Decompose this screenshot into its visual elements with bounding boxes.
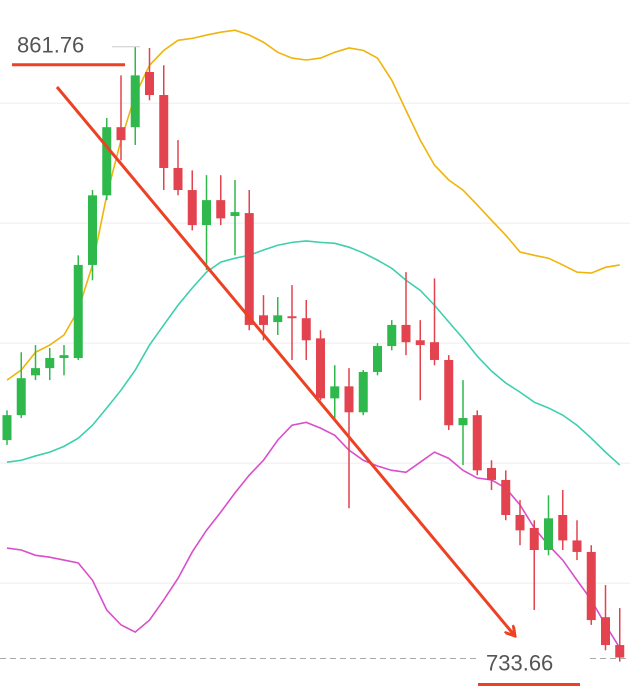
candle-body: [130, 75, 140, 128]
candle-body: [45, 358, 55, 369]
candle-body: [572, 540, 582, 552]
candle-body: [458, 418, 468, 426]
candle-body: [145, 71, 154, 96]
candle-body: [558, 514, 568, 541]
candle-body: [244, 213, 254, 325]
candle-body: [529, 527, 539, 551]
candle-body: [73, 264, 83, 359]
candle-body: [387, 324, 397, 347]
high-label: 861.76: [17, 33, 84, 58]
low-label: 733.66: [486, 650, 553, 675]
candle-body: [102, 127, 112, 196]
candle-body: [116, 127, 126, 141]
band-line: [6, 29, 620, 381]
candle-body: [415, 340, 425, 346]
candle-body: [330, 386, 340, 399]
candle-body: [88, 195, 97, 265]
candle-body: [586, 551, 596, 621]
candle-body: [173, 167, 183, 191]
candle-body: [287, 316, 297, 319]
band-line: [6, 421, 621, 649]
candle-body: [31, 368, 40, 376]
candle-body: [487, 467, 496, 480]
candle-body: [230, 212, 240, 216]
candle-body: [16, 378, 26, 416]
candle-body: [615, 645, 625, 658]
candle-body: [216, 200, 226, 219]
candle-body: [501, 479, 511, 515]
candle-body: [401, 324, 411, 343]
candle-body: [444, 359, 454, 426]
candle-body: [344, 386, 354, 413]
candle-body: [472, 415, 482, 471]
candle-body: [202, 200, 211, 226]
candle-body: [159, 95, 169, 168]
candle-body: [301, 318, 311, 341]
band-line: [6, 240, 621, 466]
candle-body: [2, 415, 12, 441]
candle-body: [259, 315, 268, 325]
candle-body: [544, 518, 553, 551]
candle-body: [358, 371, 368, 413]
trend-arrow: [55, 86, 515, 636]
low-label-bg: [478, 651, 588, 676]
candle-body: [515, 514, 525, 531]
candle-body: [59, 355, 69, 359]
candle-body: [316, 338, 325, 399]
candle-body: [187, 190, 197, 226]
candle-body: [273, 315, 283, 323]
candle-body: [373, 346, 382, 372]
candle-body: [430, 342, 439, 360]
candle-body: [601, 617, 610, 646]
